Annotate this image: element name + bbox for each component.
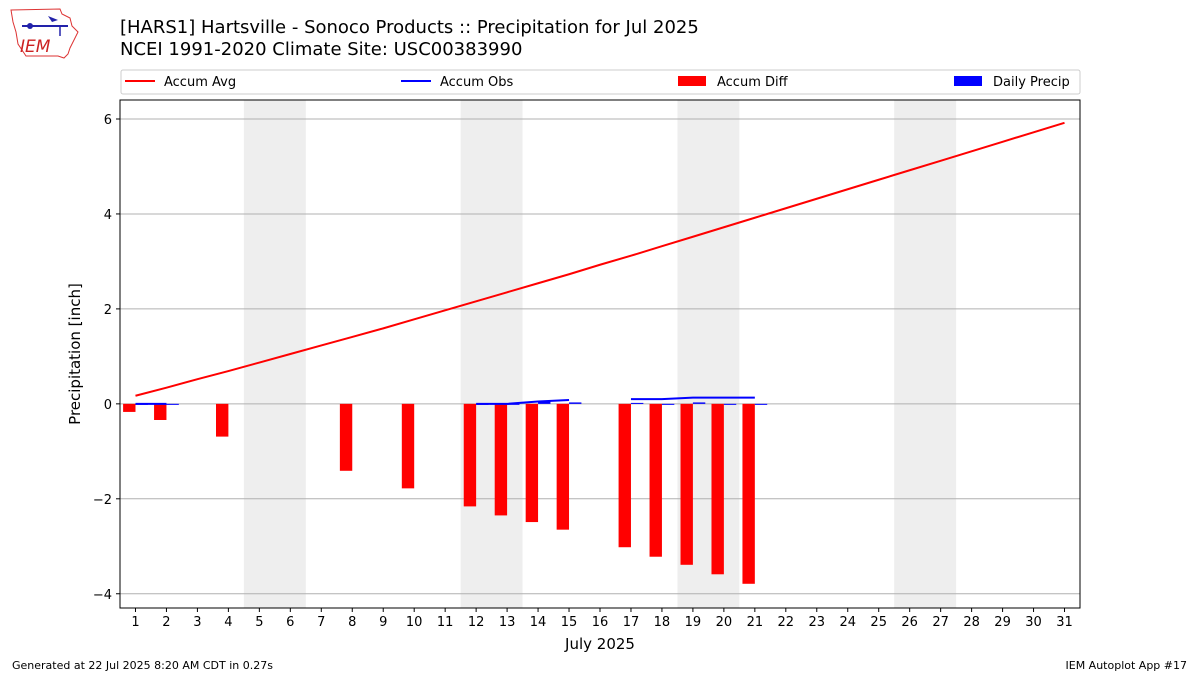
x-tick-label: 21 [747, 615, 764, 630]
weekend-band [894, 100, 957, 608]
x-tick-label: 4 [224, 615, 232, 630]
y-tick-label: 6 [104, 113, 112, 128]
weekend-band [460, 100, 523, 608]
weekend-shading [243, 100, 957, 608]
lines [135, 121, 1065, 405]
x-tick-label: 31 [1056, 615, 1073, 630]
x-tick-label: 14 [530, 615, 547, 630]
daily-precip-bar [661, 403, 675, 405]
x-tick-label: 18 [654, 615, 671, 630]
x-tick-label: 9 [379, 615, 387, 630]
app-credit: IEM Autoplot App #17 [1065, 659, 1188, 672]
accum-diff-bar [618, 403, 631, 548]
daily-precip-bar [754, 403, 768, 405]
daily-precip-bar [538, 401, 551, 404]
accum-diff-bar [525, 403, 539, 523]
legend-label: Accum Obs [440, 75, 513, 90]
accum-diff-bar [123, 403, 136, 412]
daily-precip-bar [630, 402, 644, 404]
y-gridlines [120, 118, 1080, 595]
x-tick-label: 17 [623, 615, 640, 630]
daily-precip-bar [166, 403, 179, 405]
y-tick-label: 2 [104, 303, 112, 318]
daily-precip-bar [569, 402, 582, 404]
accum-diff-bar [401, 403, 415, 489]
accum-avg-line [135, 121, 1065, 397]
x-tick-label: 24 [839, 615, 856, 630]
x-tick-label: 8 [348, 615, 356, 630]
legend-label: Accum Diff [717, 75, 789, 90]
x-tick-label: 30 [1025, 615, 1042, 630]
iem-logo-icon: IEM [10, 8, 79, 59]
legend[interactable]: Accum Avg Accum Obs Accum Diff Daily Precip [120, 69, 1081, 95]
y-tick-label: 0 [104, 398, 112, 413]
daily-precip-bar [692, 402, 706, 404]
daily-precip-bar [723, 403, 737, 405]
y-axis-label: Precipitation [inch] [66, 283, 84, 425]
accum-diff-bar [556, 403, 570, 530]
accum-diff-bar [680, 403, 693, 565]
x-tick-label: 25 [870, 615, 887, 630]
accum-diff-bar [711, 403, 724, 575]
x-tick-label: 3 [193, 615, 201, 630]
accum-diff-bar [494, 403, 508, 516]
x-tick-label: 6 [286, 615, 294, 630]
x-axis: 1 2 3 4 5 6 7 8 9 10 11 12 13 14 15 16 17 18 19 20 21 22 23 24 2… [131, 608, 1073, 630]
x-axis-label: July 2025 [564, 635, 635, 653]
chart-title: [HARS1] Hartsville - Sonoco Products :: … [120, 17, 699, 38]
y-tick-label: −4 [93, 588, 112, 603]
x-tick-label: 13 [499, 615, 516, 630]
x-tick-label: 28 [963, 615, 980, 630]
accum-diff-bar [216, 403, 229, 437]
legend-swatch [954, 76, 982, 86]
x-tick-label: 22 [778, 615, 795, 630]
x-tick-label: 20 [716, 615, 733, 630]
x-tick-label: 23 [809, 615, 826, 630]
accum-diff-bar [649, 403, 662, 557]
x-tick-label: 26 [901, 615, 918, 630]
y-axis: −4 −2 0 2 4 6 [93, 113, 120, 603]
accum-diff-bar [339, 403, 353, 471]
accum-obs-line [476, 399, 570, 405]
accum-diff-bar [463, 403, 477, 507]
chart-subtitle: NCEI 1991-2020 Climate Site: USC00383990 [120, 39, 523, 60]
x-tick-label: 1 [131, 615, 139, 630]
legend-label: Accum Avg [164, 75, 236, 90]
legend-label: Daily Precip [993, 75, 1070, 90]
legend-swatch [678, 76, 706, 86]
x-tick-label: 15 [561, 615, 578, 630]
accum-diff-bar [742, 403, 755, 584]
x-tick-label: 27 [932, 615, 949, 630]
legend-box [120, 69, 1081, 95]
y-tick-label: −2 [93, 493, 112, 508]
accum-diff-bar [154, 403, 167, 420]
x-tick-label: 19 [685, 615, 702, 630]
logo-text: IEM [20, 37, 51, 57]
y-tick-label: 4 [104, 208, 112, 223]
x-tick-label: 29 [994, 615, 1011, 630]
x-tick-label: 11 [437, 615, 454, 630]
x-tick-label: 12 [468, 615, 485, 630]
x-tick-label: 16 [592, 615, 609, 630]
accum-obs-line [630, 396, 755, 401]
bars [123, 401, 768, 584]
x-tick-label: 10 [406, 615, 423, 630]
generated-timestamp: Generated at 22 Jul 2025 8:20 AM CDT in … [12, 659, 273, 672]
x-tick-label: 5 [255, 615, 263, 630]
x-tick-label: 7 [317, 615, 325, 630]
weekend-band [243, 100, 306, 608]
x-tick-label: 2 [162, 615, 170, 630]
